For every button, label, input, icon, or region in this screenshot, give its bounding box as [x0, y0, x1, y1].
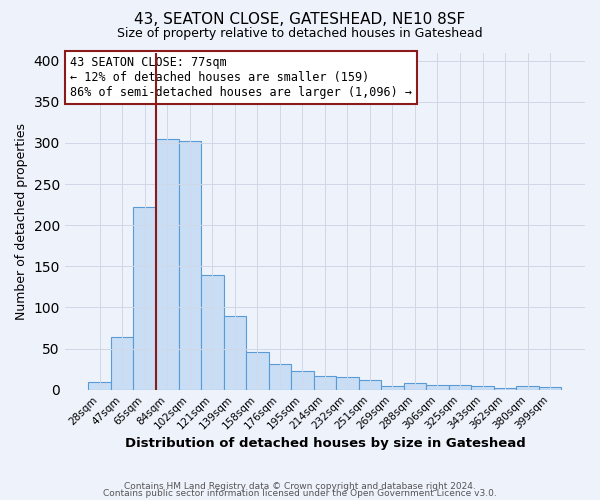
Bar: [291, 371, 314, 390]
Bar: [224, 316, 246, 390]
Bar: [449, 385, 471, 390]
Bar: [246, 352, 269, 390]
Text: Size of property relative to detached houses in Gateshead: Size of property relative to detached ho…: [117, 28, 483, 40]
Bar: [201, 274, 224, 390]
Text: Contains HM Land Registry data © Crown copyright and database right 2024.: Contains HM Land Registry data © Crown c…: [124, 482, 476, 491]
Bar: [269, 364, 291, 390]
Bar: [336, 378, 359, 390]
Bar: [179, 142, 201, 390]
Text: 43, SEATON CLOSE, GATESHEAD, NE10 8SF: 43, SEATON CLOSE, GATESHEAD, NE10 8SF: [134, 12, 466, 28]
Bar: [133, 207, 156, 390]
Text: 43 SEATON CLOSE: 77sqm
← 12% of detached houses are smaller (159)
86% of semi-de: 43 SEATON CLOSE: 77sqm ← 12% of detached…: [70, 56, 412, 99]
Bar: [539, 388, 562, 390]
Bar: [404, 383, 426, 390]
Text: Contains public sector information licensed under the Open Government Licence v3: Contains public sector information licen…: [103, 488, 497, 498]
Y-axis label: Number of detached properties: Number of detached properties: [15, 122, 28, 320]
Bar: [359, 380, 381, 390]
Bar: [517, 386, 539, 390]
Bar: [111, 337, 133, 390]
Bar: [471, 386, 494, 390]
Bar: [88, 382, 111, 390]
Bar: [426, 385, 449, 390]
Bar: [494, 388, 517, 390]
Bar: [156, 139, 179, 390]
Bar: [314, 376, 336, 390]
X-axis label: Distribution of detached houses by size in Gateshead: Distribution of detached houses by size …: [125, 437, 525, 450]
Bar: [381, 386, 404, 390]
